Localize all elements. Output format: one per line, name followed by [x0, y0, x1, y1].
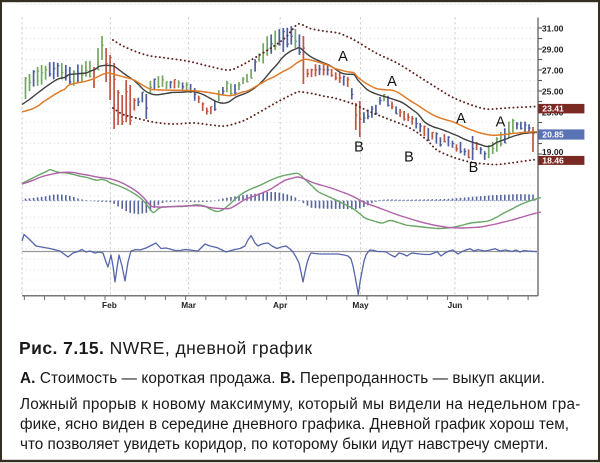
svg-text:19.00: 19.00 — [542, 147, 564, 157]
svg-text:May: May — [352, 300, 369, 310]
svg-text:Jun: Jun — [448, 300, 463, 310]
svg-text:Apr: Apr — [273, 300, 288, 310]
svg-text:25.00: 25.00 — [542, 86, 564, 96]
svg-text:Feb: Feb — [102, 300, 117, 310]
svg-text:18.46: 18.46 — [542, 155, 564, 165]
svg-text:B: B — [354, 140, 364, 156]
svg-text:27.00: 27.00 — [542, 65, 564, 75]
svg-text:31.00: 31.00 — [542, 23, 564, 33]
svg-text:B: B — [404, 150, 414, 166]
svg-text:B: B — [469, 160, 479, 176]
svg-text:Mar: Mar — [181, 300, 197, 310]
svg-text:23.41: 23.41 — [542, 104, 564, 114]
svg-text:29.00: 29.00 — [542, 44, 564, 54]
svg-text:A: A — [496, 115, 506, 131]
svg-text:A: A — [387, 74, 397, 90]
svg-text:A: A — [456, 111, 466, 127]
svg-text:A: A — [338, 49, 348, 65]
svg-text:20.85: 20.85 — [542, 129, 564, 139]
